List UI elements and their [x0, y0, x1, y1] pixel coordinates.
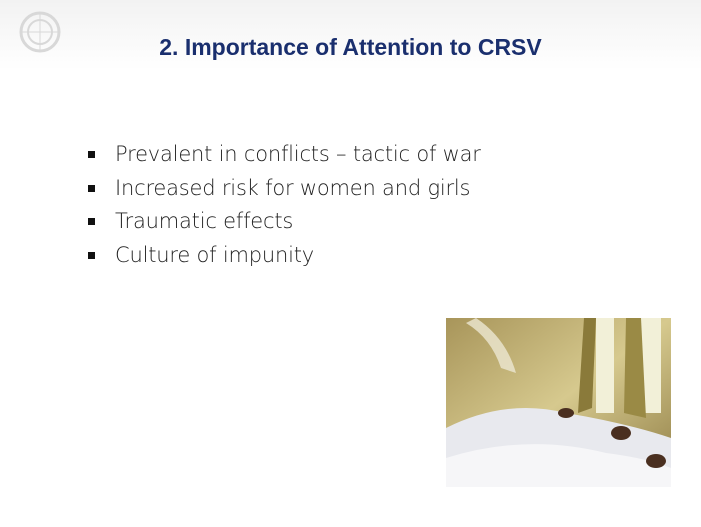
bullet-item: Traumatic effects [88, 205, 481, 239]
photo [446, 318, 671, 487]
bullet-item: Increased risk for women and girls [88, 172, 481, 206]
slide-title: 2. Importance of Attention to CRSV [0, 34, 701, 61]
slide: 2. Importance of Attention to CRSV Preva… [0, 0, 701, 527]
bullet-item: Culture of impunity [88, 239, 481, 273]
bullet-item: Prevalent in conflicts – tactic of war [88, 138, 481, 172]
